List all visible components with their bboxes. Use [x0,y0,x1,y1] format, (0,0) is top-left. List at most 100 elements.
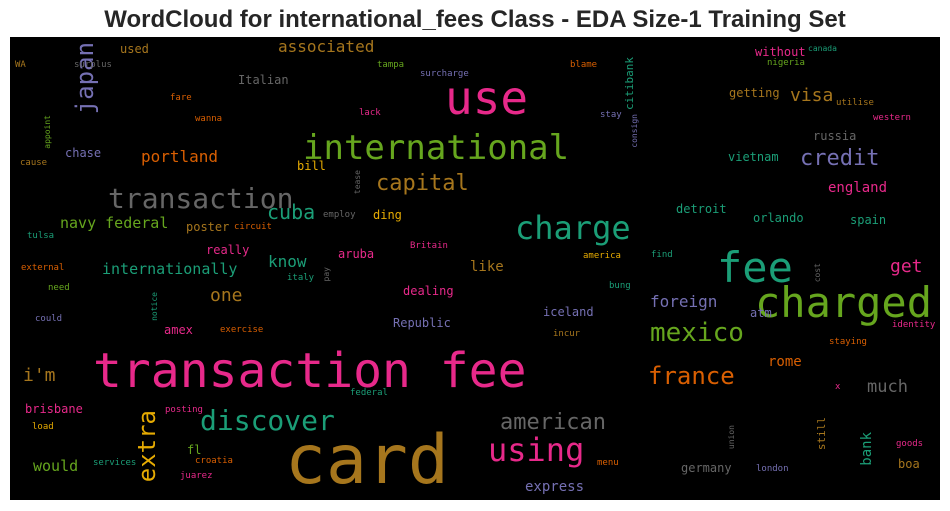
word-london: london [756,464,789,474]
word-surplus: surplus [74,60,112,70]
word-tampa: tampa [377,60,405,70]
word-britain: Britain [410,241,448,251]
word-lack: lack [359,108,381,118]
word-federal: federal [350,388,388,398]
word-express: express [525,479,585,495]
word-x: x [835,382,841,392]
word-wa: WA [15,60,26,70]
word-use: use [445,71,529,125]
word-surcharge: surcharge [420,69,469,79]
word-foreign: foreign [650,292,718,311]
word-posting: posting [165,405,203,415]
word-consign: consign [630,114,639,148]
word-american: american [500,410,606,435]
word-one: one [210,285,243,306]
word-germany: germany [681,461,732,475]
word-bung: bung [609,281,631,291]
word-still: still [815,417,828,451]
word-poster: poster [186,220,230,234]
word-find: find [651,250,673,260]
word-fl: fl [187,443,202,457]
word-know: know [268,252,307,271]
word-bank: bank [859,432,875,466]
word-exercise: exercise [220,325,264,335]
word-notice: notice [150,292,159,321]
word-like: like [470,259,504,275]
word-spain: spain [850,213,887,227]
word-i-m: i'm [23,365,56,386]
word-need: need [48,283,70,293]
word-america: america [583,251,621,261]
word-circuit: circuit [234,222,272,232]
word-appoint: appoint [43,115,52,149]
word-canada: canada [808,44,837,53]
word-employ: employ [323,210,356,220]
word-getting: getting [729,86,780,100]
word-detroit: detroit [676,202,727,216]
word-bill: bill [297,159,326,173]
word-amex: amex [164,323,193,337]
word-nigeria: nigeria [767,58,805,68]
word-much: much [867,377,908,397]
word-transaction: transaction [108,182,294,215]
word-vietnam: vietnam [728,150,779,164]
word-fee: fee [717,243,793,292]
word-brisbane: brisbane [25,402,83,416]
word-orlando: orlando [753,211,804,225]
word-england: england [828,180,888,196]
word-utilise: utilise [836,98,874,108]
word-goods: goods [896,439,924,449]
word-cuba: cuba [267,200,316,224]
word-portland: portland [141,147,219,166]
word-japan: japan [71,42,99,115]
word-fare: fare [170,93,192,103]
word-tease: tease [353,170,362,195]
word-extra: extra [133,410,161,483]
word-staying: staying [829,337,867,347]
word-associated: associated [278,37,375,56]
word-really: really [206,243,250,257]
word-navy-federal: navy federal [60,214,169,232]
word-external: external [21,263,65,273]
word-juarez: juarez [180,471,213,481]
word-ding: ding [373,208,402,222]
word-transaction-fee: transaction fee [93,343,527,399]
word-services: services [93,458,137,468]
word-card: card [285,421,449,500]
word-tulsa: tulsa [27,231,55,241]
word-mexico: mexico [650,318,744,348]
word-blame: blame [570,60,598,70]
word-load: load [32,422,54,432]
word-rome: rome [768,354,802,370]
word-republic: Republic [393,316,451,330]
word-identity: identity [892,320,936,330]
word-could: could [35,314,63,324]
word-cost: cost [813,263,822,283]
word-citibank: citibank [623,57,636,110]
word-capital: capital [376,171,469,196]
word-western: western [873,113,911,123]
word-incur: incur [553,329,581,339]
word-discover: discover [200,404,335,437]
word-wanna: wanna [195,114,223,124]
word-cloud: card transaction fee use charged fee internat… [10,37,940,500]
word-pay: pay [322,267,331,282]
word-italy: italy [287,273,315,283]
word-international: international [303,128,570,168]
word-internationally: internationally [102,260,238,278]
word-boa: boa [898,457,920,471]
word-credit: credit [800,146,880,171]
word-used: used [120,42,149,56]
word-charged: charged [755,278,933,327]
word-without: without [755,45,806,59]
word-italian: Italian [238,73,289,87]
word-union: union [727,425,736,450]
word-using: using [488,431,585,469]
chart-title: WordCloud for international_fees Class -… [104,6,846,33]
word-cause: cause [20,158,48,168]
word-would: would [33,457,79,475]
word-visa: visa [790,85,834,106]
word-russia: russia [813,129,857,143]
word-croatia: croatia [195,456,233,466]
word-stay: stay [600,110,622,120]
